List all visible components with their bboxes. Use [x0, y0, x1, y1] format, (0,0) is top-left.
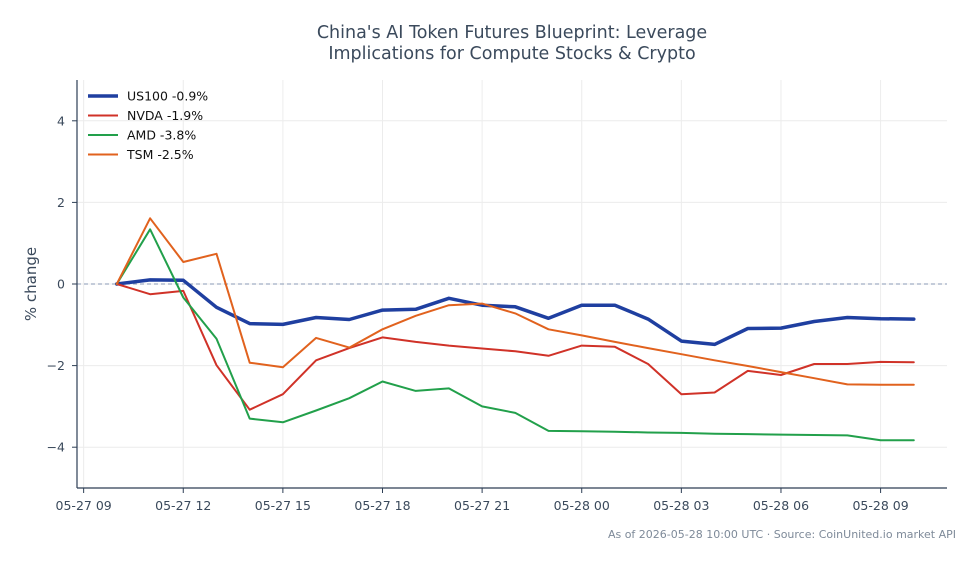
legend-label: NVDA -1.9% [127, 108, 203, 123]
x-tick-label: 05-28 03 [653, 498, 709, 513]
series-line-2 [115, 228, 915, 442]
x-tick-label: 05-27 09 [56, 498, 112, 513]
x-tick-label: 05-27 15 [255, 498, 311, 513]
y-axis-ticks: 4 2 0 −2 −4 [47, 113, 77, 455]
chart-title: China's AI Token Futures Blueprint: Leve… [317, 23, 707, 64]
y-tick-label: −2 [47, 358, 65, 373]
legend-label: US100 -0.9% [127, 89, 208, 104]
y-tick-label: −4 [47, 440, 65, 455]
x-tick-label: 05-27 12 [155, 498, 211, 513]
source-footnote: As of 2026-05-28 10:00 UTC · Source: Coi… [608, 528, 956, 541]
series-line-0 [115, 278, 916, 347]
legend-label: AMD -3.8% [127, 128, 196, 143]
x-tick-label: 05-27 18 [354, 498, 410, 513]
series-line-3 [115, 217, 915, 386]
x-tick-label: 05-28 00 [554, 498, 610, 513]
chart-title-line-1: China's AI Token Futures Blueprint: Leve… [317, 23, 707, 43]
chart-title-line-2: Implications for Compute Stocks & Crypto [328, 44, 695, 64]
x-tick-label: 05-28 06 [753, 498, 809, 513]
series-lines [115, 217, 916, 442]
y-axis-label: % change [22, 247, 40, 321]
legend-label: TSM -2.5% [126, 147, 194, 162]
x-tick-label: 05-28 09 [852, 498, 908, 513]
series-line-1 [115, 283, 915, 411]
y-tick-label: 2 [57, 195, 65, 210]
x-tick-label: 05-27 21 [454, 498, 510, 513]
legend: US100 -0.9% NVDA -1.9% AMD -3.8% TSM -2.5% [88, 89, 208, 162]
y-tick-label: 0 [57, 277, 65, 292]
x-axis-ticks: 05-27 09 05-27 12 05-27 15 05-27 18 05-27 21… [56, 488, 909, 513]
y-tick-label: 4 [57, 113, 65, 128]
